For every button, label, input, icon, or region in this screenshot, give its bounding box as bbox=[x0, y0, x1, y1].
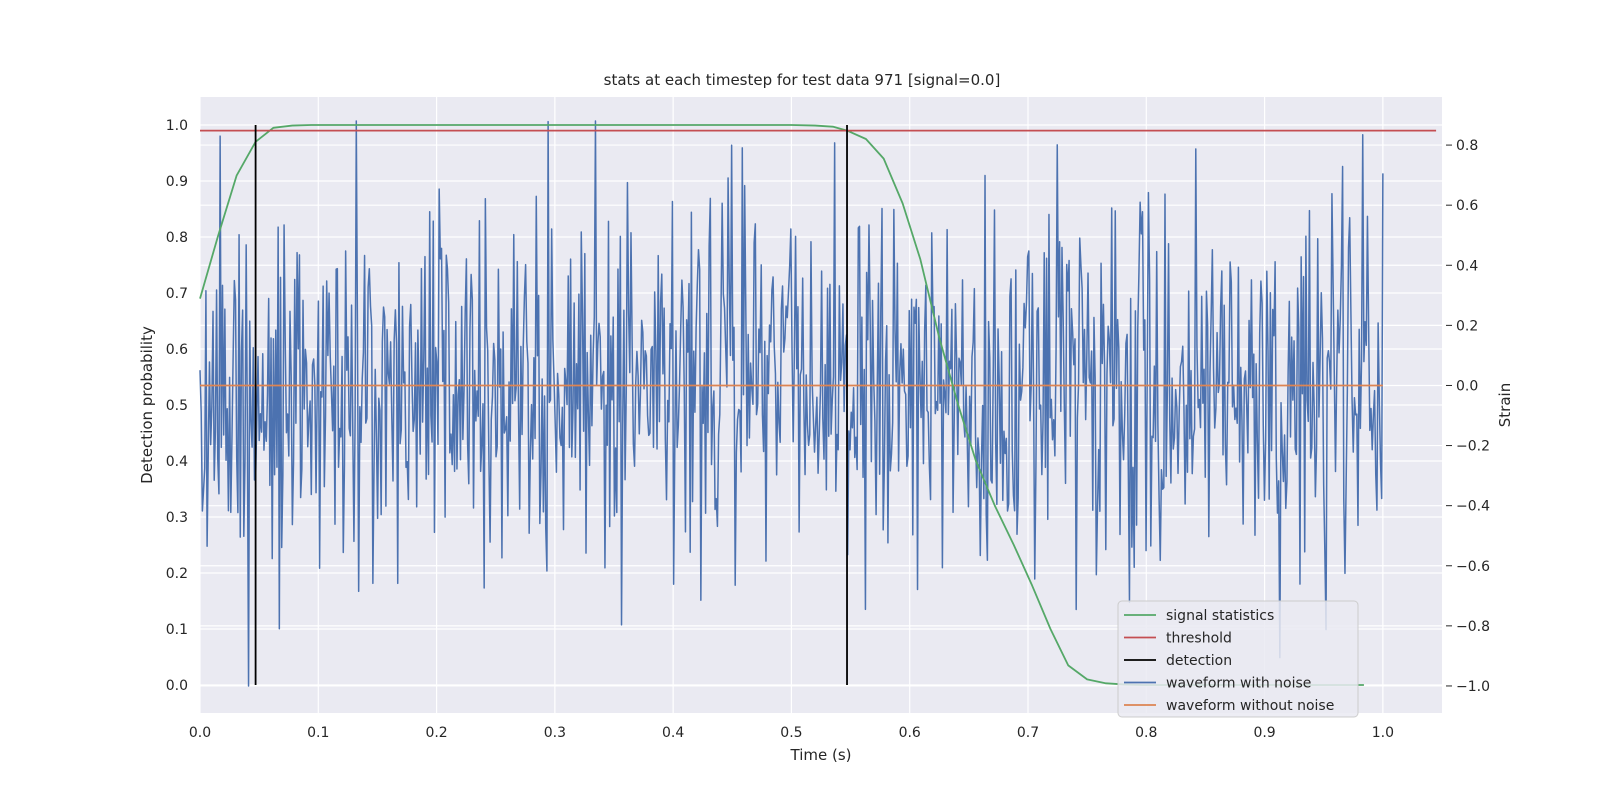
y-left-tick-label: 0.7 bbox=[166, 286, 188, 302]
y-right-tick-label: −1.0 bbox=[1456, 679, 1490, 695]
x-tick-label: 0.6 bbox=[899, 725, 921, 741]
series-waveform-with-noise bbox=[199, 120, 1384, 687]
x-tick-label: 0.2 bbox=[425, 725, 447, 741]
y-left-tick-label: 0.1 bbox=[166, 622, 188, 638]
x-tick-label: 1.0 bbox=[1372, 725, 1394, 741]
y-left-tick-label: 0.9 bbox=[166, 174, 188, 190]
y-left-tick-label: 1.0 bbox=[166, 118, 188, 134]
y-left-tick-label: 0.4 bbox=[166, 454, 188, 470]
y-left-tick-label: 0.3 bbox=[166, 510, 188, 526]
series-layer bbox=[199, 120, 1437, 687]
y-left-tick-labels: 0.0 0.1 0.2 0.3 0.4 0.5 0.6 0.7 0.8 0.9 1.0 bbox=[166, 118, 188, 694]
legend-entry-label: signal statistics bbox=[1166, 608, 1274, 624]
legend: signal statistics threshold detection wavef… bbox=[1117, 600, 1359, 718]
y-right-tick-label: 0.2 bbox=[1456, 318, 1478, 334]
x-tick-label: 0.9 bbox=[1253, 725, 1275, 741]
y-right-tick-labels: −1.0 −0.8 −0.6 −0.4 −0.2 0.0 0.2 0.4 0.6 0.8 bbox=[1446, 138, 1490, 695]
y-left-tick-label: 0.0 bbox=[166, 678, 188, 694]
legend-entry-label: waveform with noise bbox=[1166, 676, 1311, 692]
y-right-tick-label: −0.2 bbox=[1456, 439, 1490, 455]
x-tick-label: 0.4 bbox=[662, 725, 684, 741]
chart-title: stats at each timestep for test data 971… bbox=[604, 71, 1001, 89]
legend-entry-label: detection bbox=[1166, 653, 1232, 669]
x-tick-label: 0.5 bbox=[780, 725, 802, 741]
x-tick-label: 0.7 bbox=[1017, 725, 1039, 741]
y-left-tick-label: 0.2 bbox=[166, 566, 188, 582]
y-right-tick-label: 0.6 bbox=[1456, 198, 1478, 214]
y-left-tick-label: 0.8 bbox=[166, 230, 188, 246]
legend-entry-label: threshold bbox=[1166, 631, 1232, 647]
x-tick-label: 0.8 bbox=[1135, 725, 1157, 741]
y-right-tick-label: −0.4 bbox=[1456, 499, 1490, 515]
legend-box bbox=[1117, 600, 1359, 718]
x-tick-label: 0.0 bbox=[189, 725, 211, 741]
legend-entry-label: waveform without noise bbox=[1166, 698, 1334, 714]
y-left-axis-label: Detection probability bbox=[138, 326, 156, 484]
y-right-tick-label: −0.8 bbox=[1456, 619, 1490, 635]
x-tick-labels: 0.0 0.1 0.2 0.3 0.4 0.5 0.6 0.7 0.8 0.9 1.0 bbox=[189, 725, 1394, 741]
y-left-tick-label: 0.5 bbox=[166, 398, 188, 414]
y-right-tick-label: 0.4 bbox=[1456, 258, 1478, 274]
y-right-tick-label: −0.6 bbox=[1456, 559, 1490, 575]
x-tick-label: 0.3 bbox=[544, 725, 566, 741]
series-signal-statistics bbox=[199, 124, 1364, 686]
y-right-tick-label: 0.8 bbox=[1456, 138, 1478, 154]
y-left-tick-label: 0.6 bbox=[166, 342, 188, 358]
x-tick-label: 0.1 bbox=[307, 725, 329, 741]
x-axis-label: Time (s) bbox=[790, 746, 852, 764]
y-right-axis-label: Strain bbox=[1496, 383, 1514, 427]
y-right-tick-label: 0.0 bbox=[1456, 378, 1478, 394]
